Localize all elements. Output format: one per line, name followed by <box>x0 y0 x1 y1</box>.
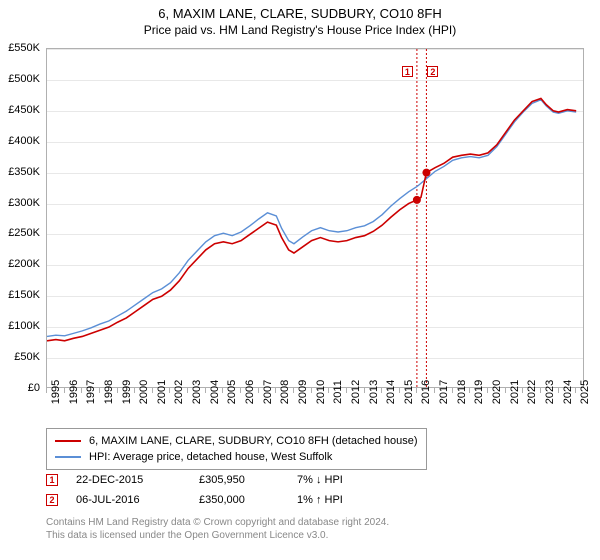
chart-title: 6, MAXIM LANE, CLARE, SUDBURY, CO10 8FH <box>0 6 600 21</box>
sale-price-2: £350,000 <box>199 494 279 506</box>
sale-row-1: 1 22-DEC-2015 £305,950 7% ↓ HPI <box>46 470 387 490</box>
sale-row-2: 2 06-JUL-2016 £350,000 1% ↑ HPI <box>46 490 387 510</box>
ytick-label: £100K <box>0 320 40 332</box>
sale-pct-1: 7% ↓ HPI <box>297 474 387 486</box>
xtick-label: 2010 <box>315 380 327 404</box>
legend-swatch-hpi <box>55 456 81 458</box>
xtick-label: 2007 <box>262 380 274 404</box>
xtick-label: 1997 <box>85 380 97 404</box>
title-area: 6, MAXIM LANE, CLARE, SUDBURY, CO10 8FH … <box>0 0 600 37</box>
footer: Contains HM Land Registry data © Crown c… <box>46 516 389 542</box>
ytick-label: £350K <box>0 166 40 178</box>
xtick-label: 2004 <box>209 380 221 404</box>
footer-line-1: Contains HM Land Registry data © Crown c… <box>46 516 389 529</box>
xtick-label: 2009 <box>297 380 309 404</box>
chart-subtitle: Price paid vs. HM Land Registry's House … <box>0 23 600 37</box>
legend-label-property: 6, MAXIM LANE, CLARE, SUDBURY, CO10 8FH … <box>89 435 418 447</box>
xtick-label: 1996 <box>68 380 80 404</box>
xtick-label: 2011 <box>332 380 344 404</box>
xtick-label: 2021 <box>509 380 521 404</box>
xtick-label: 2005 <box>226 380 238 404</box>
ytick-label: £550K <box>0 42 40 54</box>
sale-pct-2: 1% ↑ HPI <box>297 494 387 506</box>
xtick-label: 2014 <box>385 380 397 404</box>
xtick-label: 2017 <box>438 380 450 404</box>
ytick-label: £0 <box>0 382 40 394</box>
xtick-label: 2003 <box>191 380 203 404</box>
sale-date-1: 22-DEC-2015 <box>76 474 181 486</box>
xtick-label: 2013 <box>368 380 380 404</box>
ytick-label: £450K <box>0 104 40 116</box>
legend-item-property: 6, MAXIM LANE, CLARE, SUDBURY, CO10 8FH … <box>55 433 418 449</box>
xtick-label: 2002 <box>173 380 185 404</box>
xtick-label: 2001 <box>156 380 168 404</box>
footer-line-2: This data is licensed under the Open Gov… <box>46 529 389 542</box>
chart-container: 6, MAXIM LANE, CLARE, SUDBURY, CO10 8FH … <box>0 0 600 560</box>
xtick-label: 2000 <box>138 380 150 404</box>
xtick-label: 2006 <box>244 380 256 404</box>
xtick-label: 2018 <box>456 380 468 404</box>
xtick-label: 1999 <box>121 380 133 404</box>
legend: 6, MAXIM LANE, CLARE, SUDBURY, CO10 8FH … <box>46 428 427 470</box>
chart-svg <box>47 49 585 389</box>
xtick-label: 2023 <box>544 380 556 404</box>
ytick-label: £250K <box>0 227 40 239</box>
ytick-label: £500K <box>0 73 40 85</box>
xtick-label: 2024 <box>562 380 574 404</box>
chart-area: £0£50K£100K£150K£200K£250K£300K£350K£400… <box>46 48 584 388</box>
xtick-label: 2020 <box>491 380 503 404</box>
xtick-label: 2015 <box>403 380 415 404</box>
sales-table: 1 22-DEC-2015 £305,950 7% ↓ HPI 2 06-JUL… <box>46 470 387 510</box>
xtick-label: 2025 <box>579 380 591 404</box>
sale-price-1: £305,950 <box>199 474 279 486</box>
xtick-label: 1995 <box>50 380 62 404</box>
xtick-label: 2016 <box>420 380 432 404</box>
ytick-label: £400K <box>0 135 40 147</box>
xtick-label: 2012 <box>350 380 362 404</box>
legend-swatch-property <box>55 440 81 442</box>
sale-marker-1: 1 <box>46 474 58 486</box>
legend-label-hpi: HPI: Average price, detached house, West… <box>89 451 332 463</box>
xtick-label: 1998 <box>103 380 115 404</box>
xtick-label: 2022 <box>526 380 538 404</box>
ytick-label: £300K <box>0 197 40 209</box>
ytick-label: £150K <box>0 289 40 301</box>
sale-marker-2: 2 <box>46 494 58 506</box>
chart-marker-label: 1 <box>402 66 413 77</box>
sale-date-2: 06-JUL-2016 <box>76 494 181 506</box>
ytick-label: £50K <box>0 351 40 363</box>
xtick-label: 2019 <box>473 380 485 404</box>
xtick-label: 2008 <box>279 380 291 404</box>
plot-area <box>46 48 584 388</box>
chart-marker-label: 2 <box>427 66 438 77</box>
ytick-label: £200K <box>0 258 40 270</box>
legend-item-hpi: HPI: Average price, detached house, West… <box>55 449 418 465</box>
